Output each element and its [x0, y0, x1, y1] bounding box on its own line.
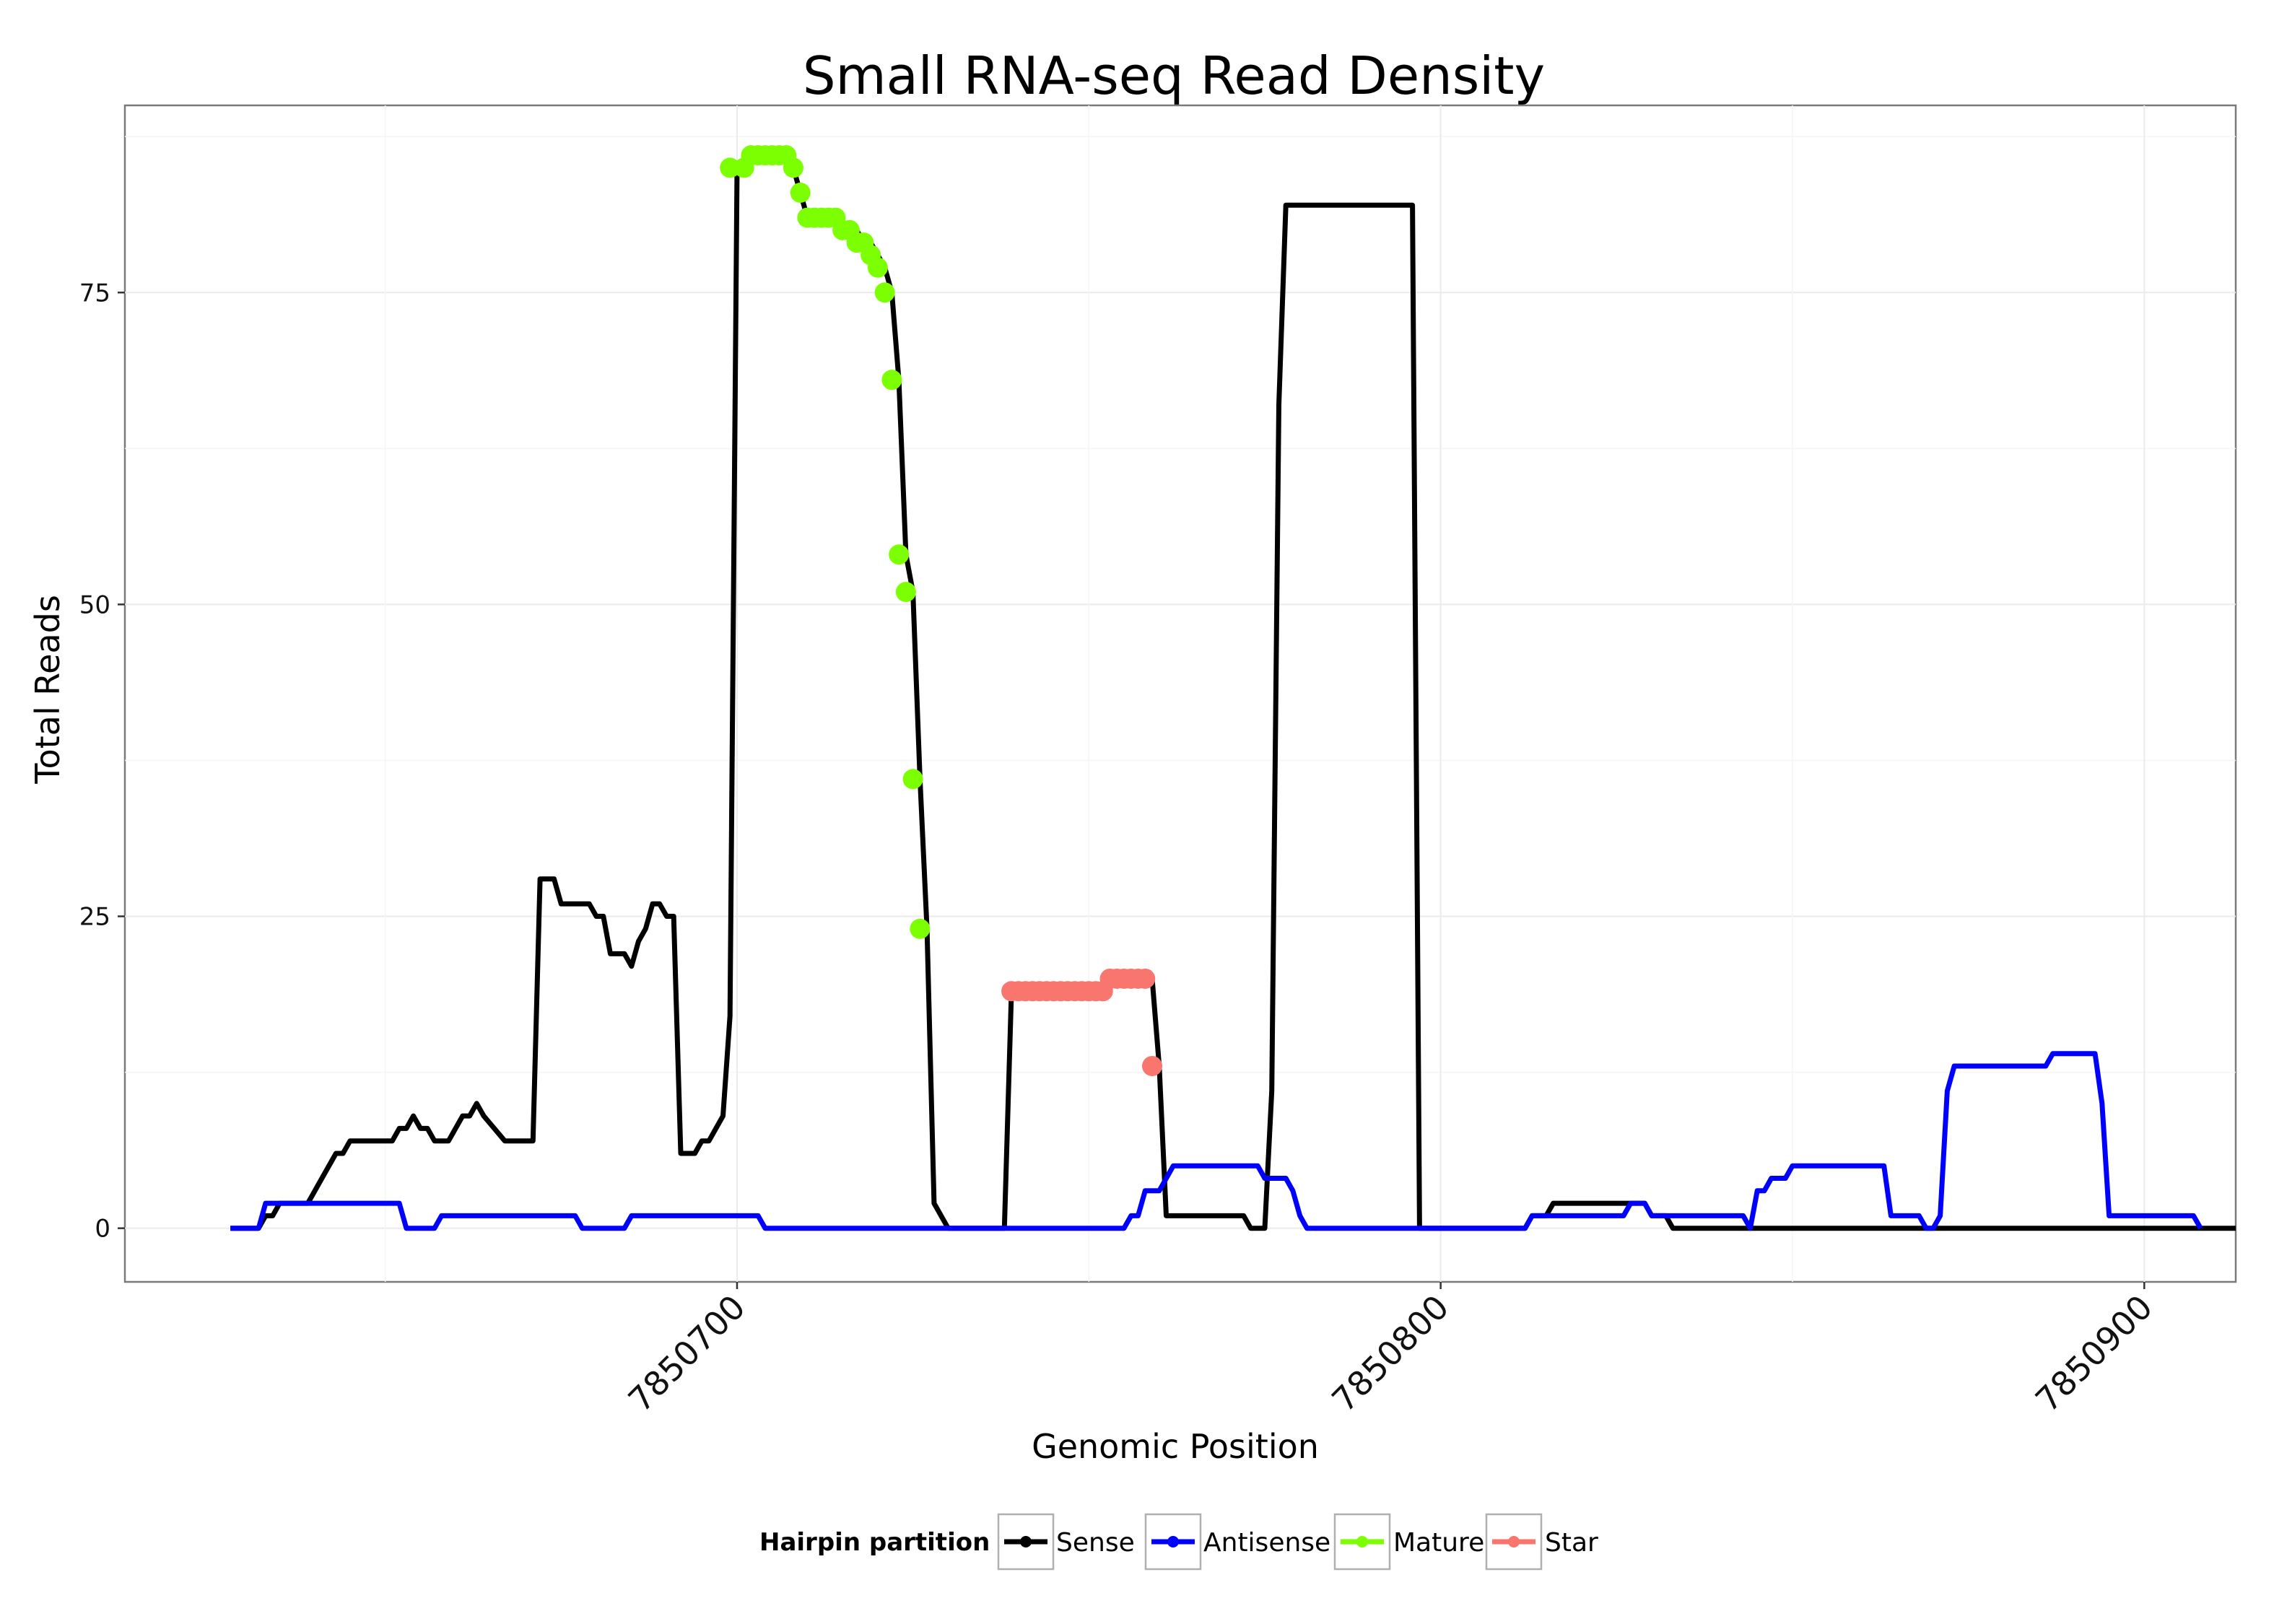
- y-tick-label: 75: [79, 279, 110, 307]
- y-axis: 0 25 50 75: [79, 279, 125, 1244]
- legend-label-antisense: Antisense: [1203, 1528, 1330, 1558]
- y-tick-label: 0: [95, 1215, 110, 1244]
- data-point-star: [1135, 968, 1156, 989]
- legend-swatch-point-star: [1508, 1536, 1520, 1547]
- chart-title: Small RNA-seq Read Density: [803, 45, 1545, 106]
- legend-label-star: Star: [1545, 1528, 1598, 1558]
- data-point-mature: [881, 370, 902, 390]
- series-points: [720, 145, 1163, 1076]
- y-axis-title: Total Reads: [28, 595, 67, 785]
- data-point-star: [1142, 1055, 1163, 1076]
- legend-swatch-point-sense: [1020, 1536, 1032, 1547]
- data-point-mature: [889, 544, 910, 565]
- series-line-sense: [230, 152, 2236, 1231]
- legend-label-sense: Sense: [1056, 1528, 1135, 1558]
- x-axis-title: Genomic Position: [1032, 1427, 1319, 1466]
- data-point-mature: [874, 282, 895, 303]
- gridlines: [125, 105, 2236, 1282]
- data-point-mature: [895, 582, 916, 603]
- legend-swatch-point-antisense: [1167, 1536, 1179, 1547]
- data-point-mature: [790, 182, 811, 203]
- plot-area: [123, 104, 2237, 1283]
- legend-title: Hairpin partition: [759, 1528, 990, 1557]
- series-lines: [230, 152, 2236, 1231]
- y-tick-label: 25: [79, 903, 110, 932]
- data-point-mature: [720, 157, 741, 178]
- data-point-mature: [910, 918, 931, 939]
- legend-swatch-point-mature: [1356, 1536, 1368, 1547]
- legend-label-mature: Mature: [1393, 1528, 1484, 1558]
- data-point-mature: [867, 257, 888, 278]
- series-line-antisense: [230, 1051, 2203, 1231]
- legend: Hairpin partition Sense Antisense Mature St…: [759, 1513, 1598, 1571]
- data-point-mature: [783, 157, 803, 178]
- data-point-mature: [902, 769, 923, 790]
- y-tick-label: 50: [79, 590, 110, 619]
- plot-panel: [123, 104, 2237, 1283]
